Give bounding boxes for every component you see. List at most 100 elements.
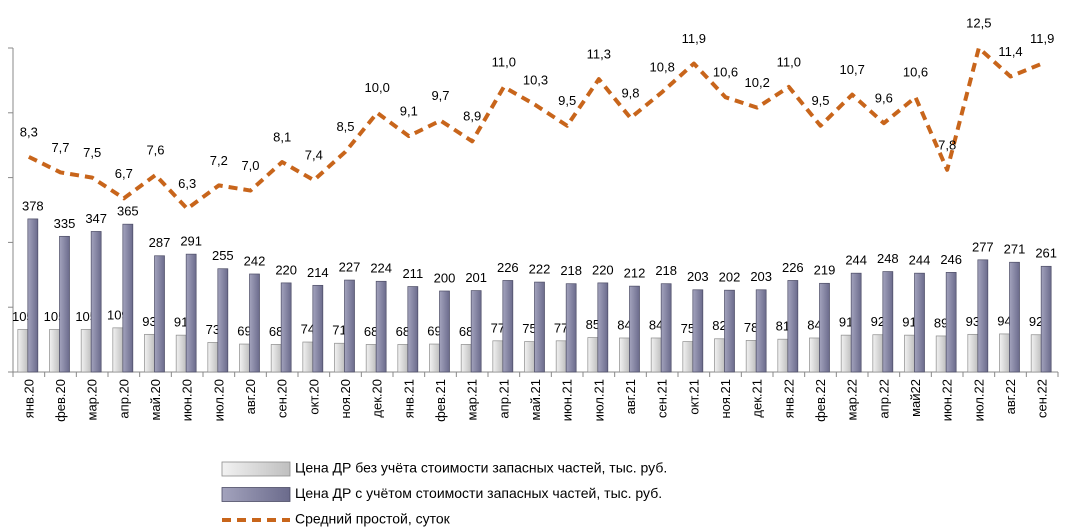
x-tick-label: авг.21 <box>623 379 638 414</box>
line-value-label: 8,1 <box>273 129 291 144</box>
line-value-label: 11,3 <box>587 47 611 62</box>
bar <box>682 341 694 373</box>
bar-value-label: 93 <box>966 314 980 329</box>
line-value-label: 11,9 <box>682 31 706 46</box>
bar-value-label: 287 <box>149 235 171 250</box>
bar-value-label: 74 <box>301 321 315 336</box>
bar-value-label: 82 <box>712 318 726 333</box>
line <box>27 46 1043 211</box>
bar <box>872 334 884 373</box>
bar-value-label: 94 <box>997 313 1011 328</box>
x-tick-label: мар.20 <box>85 379 100 420</box>
bar <box>397 344 409 373</box>
bar <box>470 290 482 373</box>
bar-value-label: 77 <box>491 320 505 335</box>
bar-value-label: 91 <box>902 315 916 330</box>
bar-value-label: 71 <box>332 323 346 338</box>
bar-value-label: 69 <box>237 323 251 338</box>
legend-item: Средний простой, суток <box>222 511 451 527</box>
bar <box>999 333 1010 373</box>
bar-value-label: 200 <box>434 270 456 285</box>
bar <box>344 279 355 373</box>
line-value-label: 12,5 <box>966 15 991 30</box>
bar <box>629 285 640 373</box>
bar <box>882 271 894 373</box>
bar <box>144 333 155 373</box>
bar <box>819 282 830 373</box>
bar-value-label: 218 <box>560 263 582 278</box>
bar <box>27 218 39 373</box>
bar <box>967 333 979 373</box>
x-tick-label: фев.21 <box>433 379 448 422</box>
x-tick-label: окт.21 <box>686 379 701 415</box>
bar <box>239 343 250 373</box>
bar <box>112 327 124 373</box>
bar-value-label: 214 <box>307 265 329 280</box>
x-tick-label: янв.21 <box>401 379 416 418</box>
line-value-label: 9,5 <box>558 93 576 108</box>
legend-swatch <box>221 487 291 502</box>
bar-value-label: 244 <box>909 253 931 268</box>
bar <box>375 280 387 373</box>
bar-value-label: 211 <box>402 266 423 281</box>
bar <box>502 280 514 373</box>
bar-value-label: 202 <box>719 270 741 285</box>
line-value-label: 6,7 <box>115 166 133 181</box>
bar <box>534 281 545 373</box>
bar <box>492 340 504 373</box>
bar-value-label: 68 <box>396 324 410 339</box>
legend-label: Средний простой, суток <box>295 511 451 527</box>
bar <box>555 340 567 373</box>
bar <box>17 329 29 373</box>
x-tick-label: янв.22 <box>781 379 796 418</box>
x-tick-label: фев.20 <box>53 379 68 422</box>
bar <box>840 334 852 373</box>
line-value-label: 10,6 <box>713 65 738 80</box>
bar <box>524 341 535 373</box>
bar <box>280 282 292 373</box>
bar <box>850 272 862 373</box>
bar <box>90 231 102 373</box>
bar <box>565 283 577 373</box>
x-tick-label: май.20 <box>148 379 163 421</box>
x-tick-label: ноя.20 <box>338 379 353 419</box>
line-value-label: 7,6 <box>146 142 164 157</box>
x-tick-label: май22 <box>908 379 923 417</box>
bar <box>597 282 609 373</box>
x-tick-label: сен.20 <box>275 379 290 418</box>
bar-value-label: 75 <box>522 321 536 336</box>
x-tick-label: июл.22 <box>971 379 986 421</box>
bar <box>1009 261 1020 373</box>
bar-value-label: 261 <box>1035 246 1057 261</box>
bar-value-label: 73 <box>206 322 220 337</box>
bar-value-label: 224 <box>370 261 392 276</box>
bar <box>660 283 672 373</box>
line-value-label: 10,7 <box>840 62 865 77</box>
x-tick-label: авг.20 <box>243 379 258 414</box>
x-tick-label: фев.22 <box>813 379 828 422</box>
bar <box>724 289 735 373</box>
x-tick-label: июн.20 <box>180 379 195 421</box>
line-value-label: 9,5 <box>811 93 829 108</box>
line-value-label: 9,6 <box>875 91 893 106</box>
bar <box>745 340 757 373</box>
bar <box>185 253 197 373</box>
bar-value-label: 75 <box>681 321 695 336</box>
bar <box>80 329 92 373</box>
bar <box>650 337 662 373</box>
bar-value-label: 91 <box>839 315 853 330</box>
bar <box>904 334 915 373</box>
x-tick-label: июн.22 <box>940 379 955 421</box>
bar-value-label: 271 <box>1004 242 1026 257</box>
line-value-label: 9,8 <box>621 85 639 100</box>
x-tick-label: апр.20 <box>116 379 131 419</box>
bar-value-label: 203 <box>750 269 772 284</box>
legend-item: Цена ДР без учёта стоимости запасных час… <box>221 460 667 477</box>
bar <box>312 284 324 373</box>
bar <box>334 342 345 373</box>
line-value-label: 6,3 <box>178 176 196 191</box>
x-tick-label: дек.21 <box>750 379 765 418</box>
line-value-label: 7,5 <box>83 145 101 160</box>
x-tick-label: янв.20 <box>21 379 36 418</box>
